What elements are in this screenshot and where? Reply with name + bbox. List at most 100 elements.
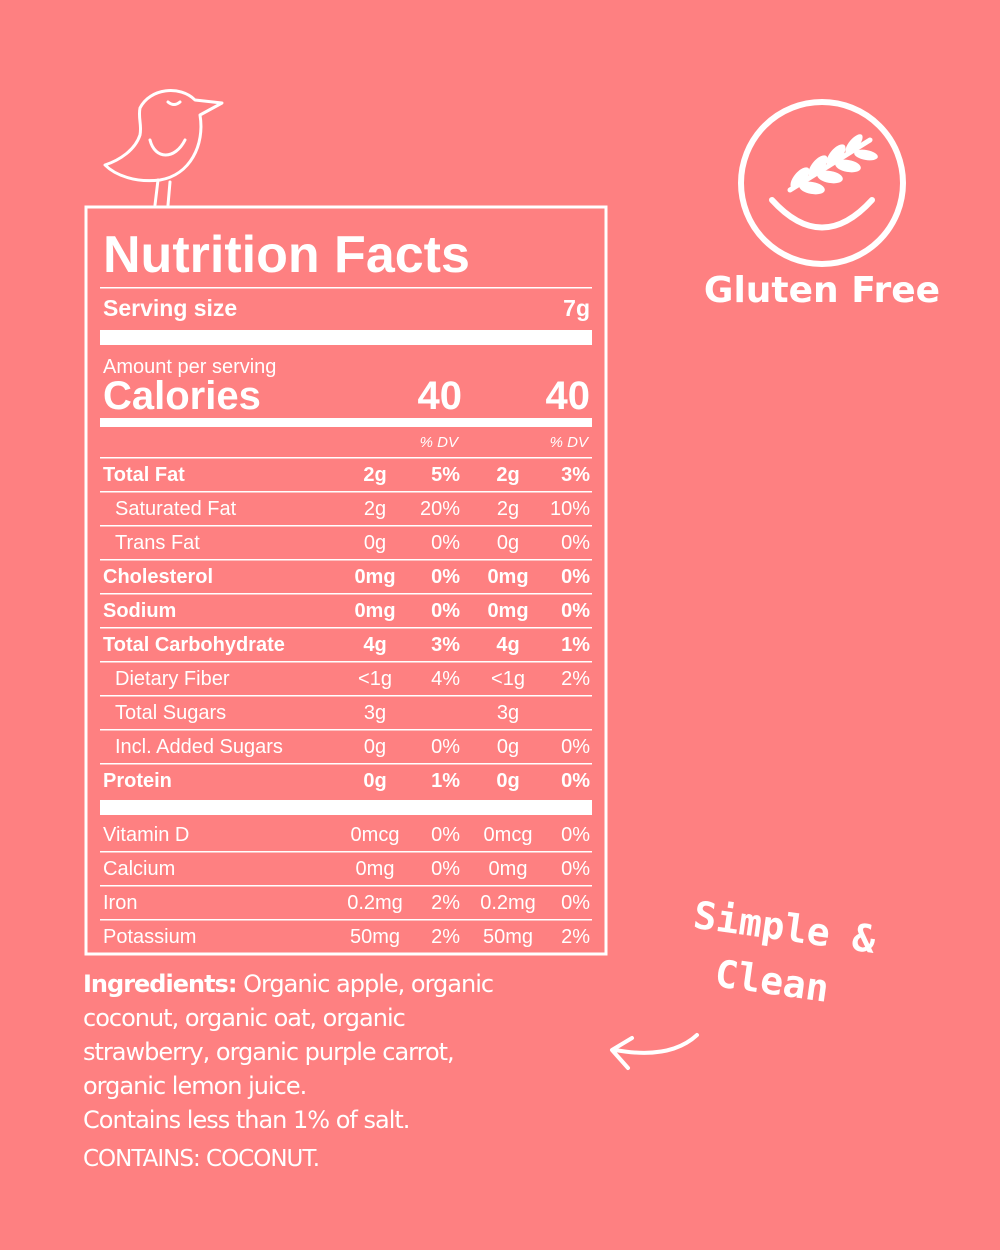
nutrient-label: Sodium xyxy=(103,600,176,622)
nutrient-label: Dietary Fiber xyxy=(115,668,230,690)
amount-value: 4g xyxy=(363,634,386,656)
nutrient-label: Vitamin D xyxy=(103,824,189,846)
nutrient-label: Potassium xyxy=(103,926,196,948)
dv-value: 3% xyxy=(431,634,460,656)
amount-value: 2g xyxy=(497,498,519,520)
amount-value: 4g xyxy=(496,634,519,656)
serving-label: Serving size xyxy=(103,295,237,321)
dv-value: 2% xyxy=(561,668,590,690)
rule xyxy=(100,457,592,459)
rule xyxy=(100,729,592,731)
ingredients-text: strawberry, organic purple carrot, xyxy=(83,1038,454,1066)
rule xyxy=(100,593,592,595)
dv-value: 0% xyxy=(561,532,590,554)
ingredients-line: strawberry, organic purple carrot, xyxy=(83,1038,454,1066)
amount-value: 0mcg xyxy=(484,824,533,846)
amount-value: 2g xyxy=(363,464,386,486)
dv-value: 2% xyxy=(431,892,460,914)
ingredients-line: organic lemon juice. xyxy=(83,1072,306,1100)
dv-value: 2% xyxy=(431,926,460,948)
dv-value: 3% xyxy=(561,464,590,486)
amount-value: 2g xyxy=(364,498,386,520)
thick-rule xyxy=(100,800,592,815)
amount-per-serving: Amount per serving xyxy=(103,356,276,378)
serving-value: 7g xyxy=(563,295,590,321)
amount-value: <1g xyxy=(358,668,392,690)
amount-value: 0g xyxy=(496,770,519,792)
dv-value: 5% xyxy=(431,464,460,486)
ingredients-text: organic lemon juice. xyxy=(83,1072,306,1100)
dv-value: 2% xyxy=(561,926,590,948)
ingredients-text: Contains less than 1% of salt. xyxy=(83,1106,409,1134)
rule xyxy=(100,851,592,853)
dv-value: 4% xyxy=(431,668,460,690)
amount-value: 0g xyxy=(364,736,386,758)
rule xyxy=(100,763,592,765)
ingredients-text: coconut, organic oat, organic xyxy=(83,1004,405,1032)
amount-value: 0mg xyxy=(487,600,528,622)
rule xyxy=(100,491,592,493)
dv-value: 10% xyxy=(550,498,590,520)
dv-value: 0% xyxy=(431,736,460,758)
contains: CONTAINS: COCONUT. xyxy=(83,1146,319,1172)
dv-header: % DV xyxy=(550,434,590,451)
nutrient-label: Calcium xyxy=(103,858,175,880)
rule xyxy=(100,661,592,663)
amount-value: 0g xyxy=(497,736,519,758)
nutrient-label: Cholesterol xyxy=(103,566,213,588)
label-frame xyxy=(84,205,608,956)
dv-value: 1% xyxy=(431,770,460,792)
amount-value: 0mg xyxy=(354,566,395,588)
badge-label: Gluten Free xyxy=(704,270,940,311)
amount-value: 0g xyxy=(364,532,386,554)
amount-value: <1g xyxy=(491,668,525,690)
rule xyxy=(100,627,592,629)
rule xyxy=(100,885,592,887)
amount-value: 0.2mg xyxy=(347,892,403,914)
amount-value: 3g xyxy=(497,702,519,724)
amount-value: 0mg xyxy=(489,858,528,880)
dv-value: 0% xyxy=(561,566,590,588)
amount-value: 0g xyxy=(363,770,386,792)
amount-value: 3g xyxy=(364,702,386,724)
rule xyxy=(100,559,592,561)
dv-value: 0% xyxy=(431,532,460,554)
wheat-grains xyxy=(790,134,878,195)
amount-value: 0mg xyxy=(354,600,395,622)
nutrient-label: Total Carbohydrate xyxy=(103,634,285,656)
rule xyxy=(100,695,592,697)
amount-value: 0mcg xyxy=(351,824,400,846)
calories-value: 40 xyxy=(418,374,463,418)
amount-value: 50mg xyxy=(350,926,400,948)
dv-value: 0% xyxy=(561,824,590,846)
rule xyxy=(100,525,592,527)
nutrient-rows: Total Fat 2g 5% 2g 3% Saturated Fat 2g 20% 2g 10%… xyxy=(100,464,592,948)
amount-value: 0mg xyxy=(487,566,528,588)
dv-value: 0% xyxy=(561,858,590,880)
thick-rule xyxy=(100,330,592,345)
nutrient-label: Protein xyxy=(103,770,172,792)
calories-value: 40 xyxy=(546,374,591,418)
nutrient-label: Iron xyxy=(103,892,137,914)
ingredients-line: Contains less than 1% of salt. xyxy=(83,1106,409,1134)
ingredients-line: coconut, organic oat, organic xyxy=(83,1004,405,1032)
dv-header: % DV xyxy=(420,434,460,451)
amount-value: 0.2mg xyxy=(480,892,536,914)
nutrient-label: Incl. Added Sugars xyxy=(115,736,283,758)
callout-arrow xyxy=(610,1033,699,1070)
ingredients-text: Organic apple, organic xyxy=(236,970,493,998)
amount-value: 50mg xyxy=(483,926,533,948)
rule xyxy=(100,919,592,921)
amount-value: 2g xyxy=(496,464,519,486)
nutrient-label: Total Fat xyxy=(103,464,185,486)
dv-value: 0% xyxy=(431,600,460,622)
nutrient-label: Trans Fat xyxy=(115,532,200,554)
dv-value: 1% xyxy=(561,634,590,656)
nutrient-label: Saturated Fat xyxy=(115,498,237,520)
dv-value: 0% xyxy=(561,736,590,758)
dv-value: 0% xyxy=(561,892,590,914)
nutrient-label: Total Sugars xyxy=(115,702,226,724)
rule xyxy=(100,287,592,289)
ingredients: Ingredients: Organic apple, organic cocon… xyxy=(83,970,494,1134)
amount-value: 0mg xyxy=(356,858,395,880)
